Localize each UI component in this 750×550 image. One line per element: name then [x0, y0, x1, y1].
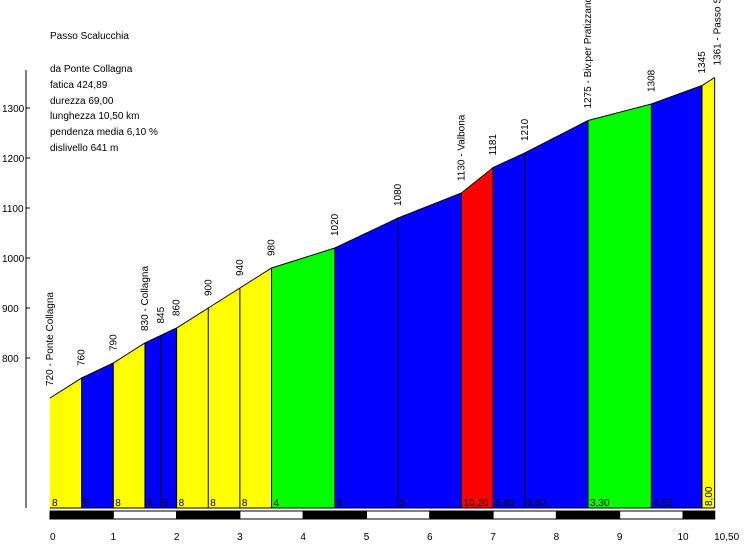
km-bar-block [302, 510, 368, 520]
slope-label: 8 [242, 498, 248, 509]
segment-5 [176, 308, 209, 508]
y-tick-label: 1000 [2, 254, 25, 265]
km-scale-bar [49, 510, 716, 520]
point-label: 1210 [520, 118, 531, 141]
slope-label: 4,62 [653, 498, 673, 509]
slope-label: 5,80 [495, 498, 515, 509]
segment-14 [588, 104, 652, 508]
profile-stats: da Ponte Collagna fatica 424,89 durezza … [50, 62, 158, 157]
point-labels: 720 - Ponte Collagna 760 790 830 - Collagna… [45, 0, 724, 386]
y-tick-label: 1100 [2, 204, 24, 215]
stat-pendenza: pendenza media 6,10 % [50, 127, 158, 139]
x-tick-label: 3 [237, 532, 243, 543]
slope-label: 6 [147, 498, 153, 509]
slope-label: 6 [84, 498, 90, 509]
point-label: 845 [156, 306, 167, 323]
segment-1 [81, 363, 114, 508]
point-label: 980 [267, 239, 278, 256]
x-tick-label: 10 [677, 532, 689, 543]
point-label: 1308 [646, 69, 657, 92]
km-bar-block [49, 510, 114, 520]
segment-7 [239, 268, 272, 508]
x-tick-label: 5 [364, 532, 370, 543]
y-tick-label: 1200 [2, 154, 25, 165]
profile-line [49, 77, 715, 399]
stat-start: da Ponte Collagna [50, 64, 133, 75]
x-tick-label: 10,50 [714, 532, 739, 543]
km-bar-block [239, 510, 304, 520]
slope-label: 6,50 [527, 498, 547, 509]
point-label: 1361 - Passo Scalucchia [713, 0, 724, 66]
x-tick-label: 0 [50, 532, 56, 543]
x-tick-label: 8 [554, 532, 560, 543]
x-tick-label: 1 [111, 532, 117, 543]
segment-2 [113, 343, 145, 508]
segment-4 [160, 328, 177, 508]
km-bar-block [682, 510, 716, 520]
km-bar-block [429, 510, 494, 520]
point-label: 1080 [393, 183, 404, 206]
x-tick-label: 2 [174, 532, 180, 543]
km-bar-block [112, 510, 178, 520]
slope-label: 6 [163, 498, 169, 509]
x-tick-label: 9 [617, 532, 623, 543]
segment-8 [271, 248, 335, 508]
segment-16 [701, 77, 715, 508]
slope-label: 8,00 [704, 486, 715, 506]
slope-label: 4 [274, 498, 280, 509]
stat-dislivello: dislivello 641 m [50, 142, 119, 154]
segment-3 [144, 335, 161, 508]
km-bar-block [555, 510, 621, 520]
point-label: 900 [203, 279, 214, 296]
point-label: 1020 [330, 213, 341, 236]
point-label: 720 - Ponte Collagna [45, 292, 56, 386]
x-tick-label: 7 [490, 532, 496, 543]
y-tick-label: 900 [2, 304, 19, 315]
slope-label: 5 [400, 498, 406, 509]
km-bar-block [366, 510, 431, 520]
slope-label: 8 [115, 498, 121, 509]
km-bar-block [619, 510, 684, 520]
slope-labels: 8 6 8 6 6 8 8 8 4 6 5 10,20 5,80 6,50 3,30 4,62 8,00 [52, 486, 715, 509]
profile-segments [49, 77, 715, 508]
x-tick-label: 6 [427, 532, 433, 543]
x-axis-ticks: 0 1 2 3 4 5 6 7 8 9 10 10,50 [50, 532, 740, 543]
point-label: 1130 - Valbona [456, 114, 467, 181]
slope-label: 6 [337, 498, 343, 509]
profile-title: Passo Scalucchia [50, 31, 129, 42]
segment-10 [398, 193, 462, 508]
point-label: 940 [235, 259, 246, 276]
segment-12 [493, 153, 525, 508]
segment-11 [461, 167, 494, 508]
stat-durezza: durezza 69,00 [50, 95, 114, 107]
segment-6 [208, 288, 240, 508]
point-label: 860 [172, 299, 183, 316]
km-bar-block [492, 510, 557, 520]
y-tick-label: 800 [2, 354, 19, 365]
y-tick-label: 1300 [2, 104, 25, 115]
slope-label: 10,20 [463, 498, 488, 509]
segment-15 [651, 85, 702, 508]
point-label: 1275 - Biv.per Pratizzano [583, 0, 594, 109]
point-label: 1181 [488, 134, 499, 156]
slope-label: 8 [179, 498, 185, 509]
slope-label: 8 [210, 498, 216, 509]
km-bar-block [176, 510, 241, 520]
chart-axes [25, 70, 715, 509]
x-tick-label: 4 [300, 532, 306, 543]
point-label: 1345 [697, 51, 708, 74]
stat-fatica: fatica 424,89 [50, 79, 108, 91]
segment-dividers [81, 77, 716, 508]
segment-9 [334, 218, 399, 508]
stat-lunghezza: lunghezza 10,50 km [50, 111, 140, 123]
point-label: 760 [77, 349, 88, 366]
y-axis-ticks: 800 900 1000 1100 1200 1300 [2, 104, 30, 365]
point-label: 790 [108, 334, 119, 351]
point-label: 830 - Collagna [140, 266, 151, 331]
segment-13 [524, 120, 589, 508]
slope-label: 3,30 [590, 498, 610, 509]
segment-0 [50, 378, 82, 508]
slope-label: 8 [52, 498, 58, 509]
